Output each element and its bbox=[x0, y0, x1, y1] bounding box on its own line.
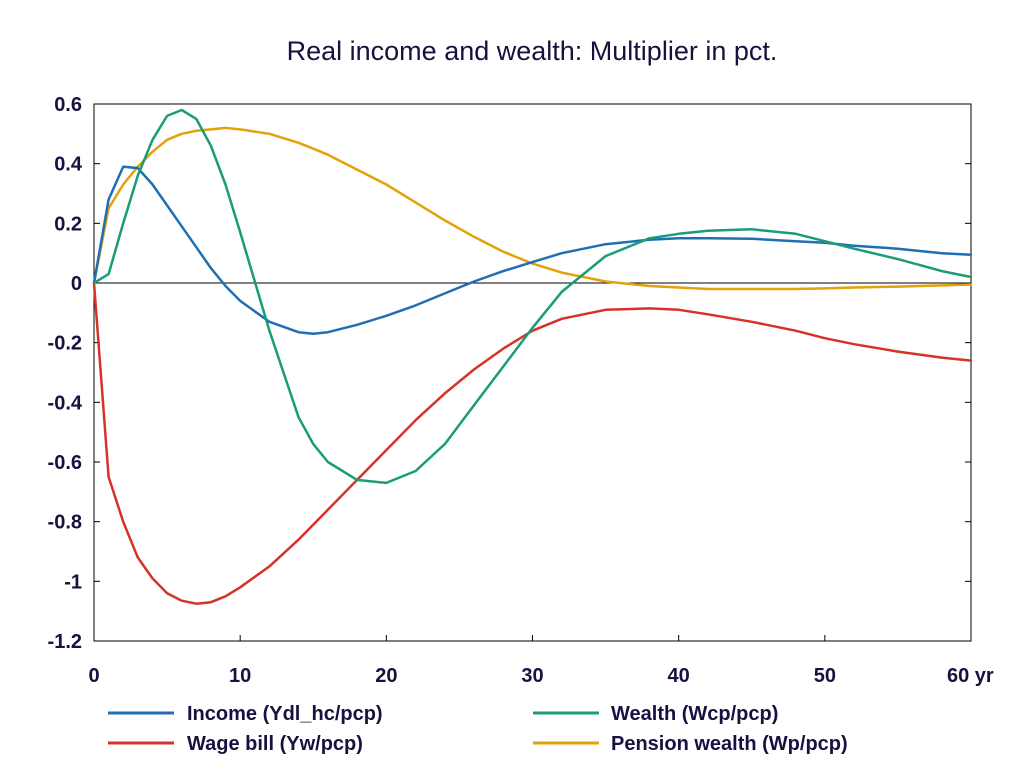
legend-label: Pension wealth (Wp/pcp) bbox=[611, 733, 848, 755]
y-tick-label: -1 bbox=[64, 571, 82, 593]
x-tick-label: 40 bbox=[668, 665, 690, 687]
x-tick-label: 0 bbox=[88, 665, 99, 687]
x-tick-label: 60 yr bbox=[947, 665, 994, 687]
legend-label: Wage bill (Yw/pcp) bbox=[187, 733, 363, 755]
series-line-wealth bbox=[92, 108, 973, 485]
y-tick-label: -0.2 bbox=[48, 333, 82, 355]
y-tick-label: -0.4 bbox=[48, 392, 83, 414]
series-line-income bbox=[92, 165, 973, 335]
y-tick-label: -1.2 bbox=[48, 631, 82, 653]
series-layer bbox=[92, 108, 973, 605]
x-tick-label: 20 bbox=[375, 665, 397, 687]
x-tick-label: 30 bbox=[521, 665, 543, 687]
y-tick-label: -0.6 bbox=[48, 452, 82, 474]
x-tick-label: 10 bbox=[229, 665, 251, 687]
y-tick-label: -0.8 bbox=[48, 512, 82, 534]
y-tick-label: 0.6 bbox=[54, 94, 82, 116]
x-tick-label: 50 bbox=[814, 665, 836, 687]
series-line-pension bbox=[92, 126, 973, 291]
chart-axes: 0.6 0.4 0.2 0 -0.2 -0.4 -0.6 -0.8 -1 -1.2 0 10 20 30 4… bbox=[48, 94, 994, 687]
y-tick-label: 0.2 bbox=[54, 213, 82, 235]
series-line-wage bbox=[92, 281, 973, 605]
chart-legend: Income (Ydl_hc/pcp) Wealth (Wcp/pcp) Wage … bbox=[108, 703, 848, 755]
legend-label: Wealth (Wcp/pcp) bbox=[611, 703, 778, 725]
chart-title: Real income and wealth: Multiplier in pc… bbox=[287, 36, 778, 66]
legend-label: Income (Ydl_hc/pcp) bbox=[187, 703, 383, 725]
y-tick-label: 0 bbox=[71, 273, 82, 295]
y-tick-label: 0.4 bbox=[54, 154, 83, 176]
